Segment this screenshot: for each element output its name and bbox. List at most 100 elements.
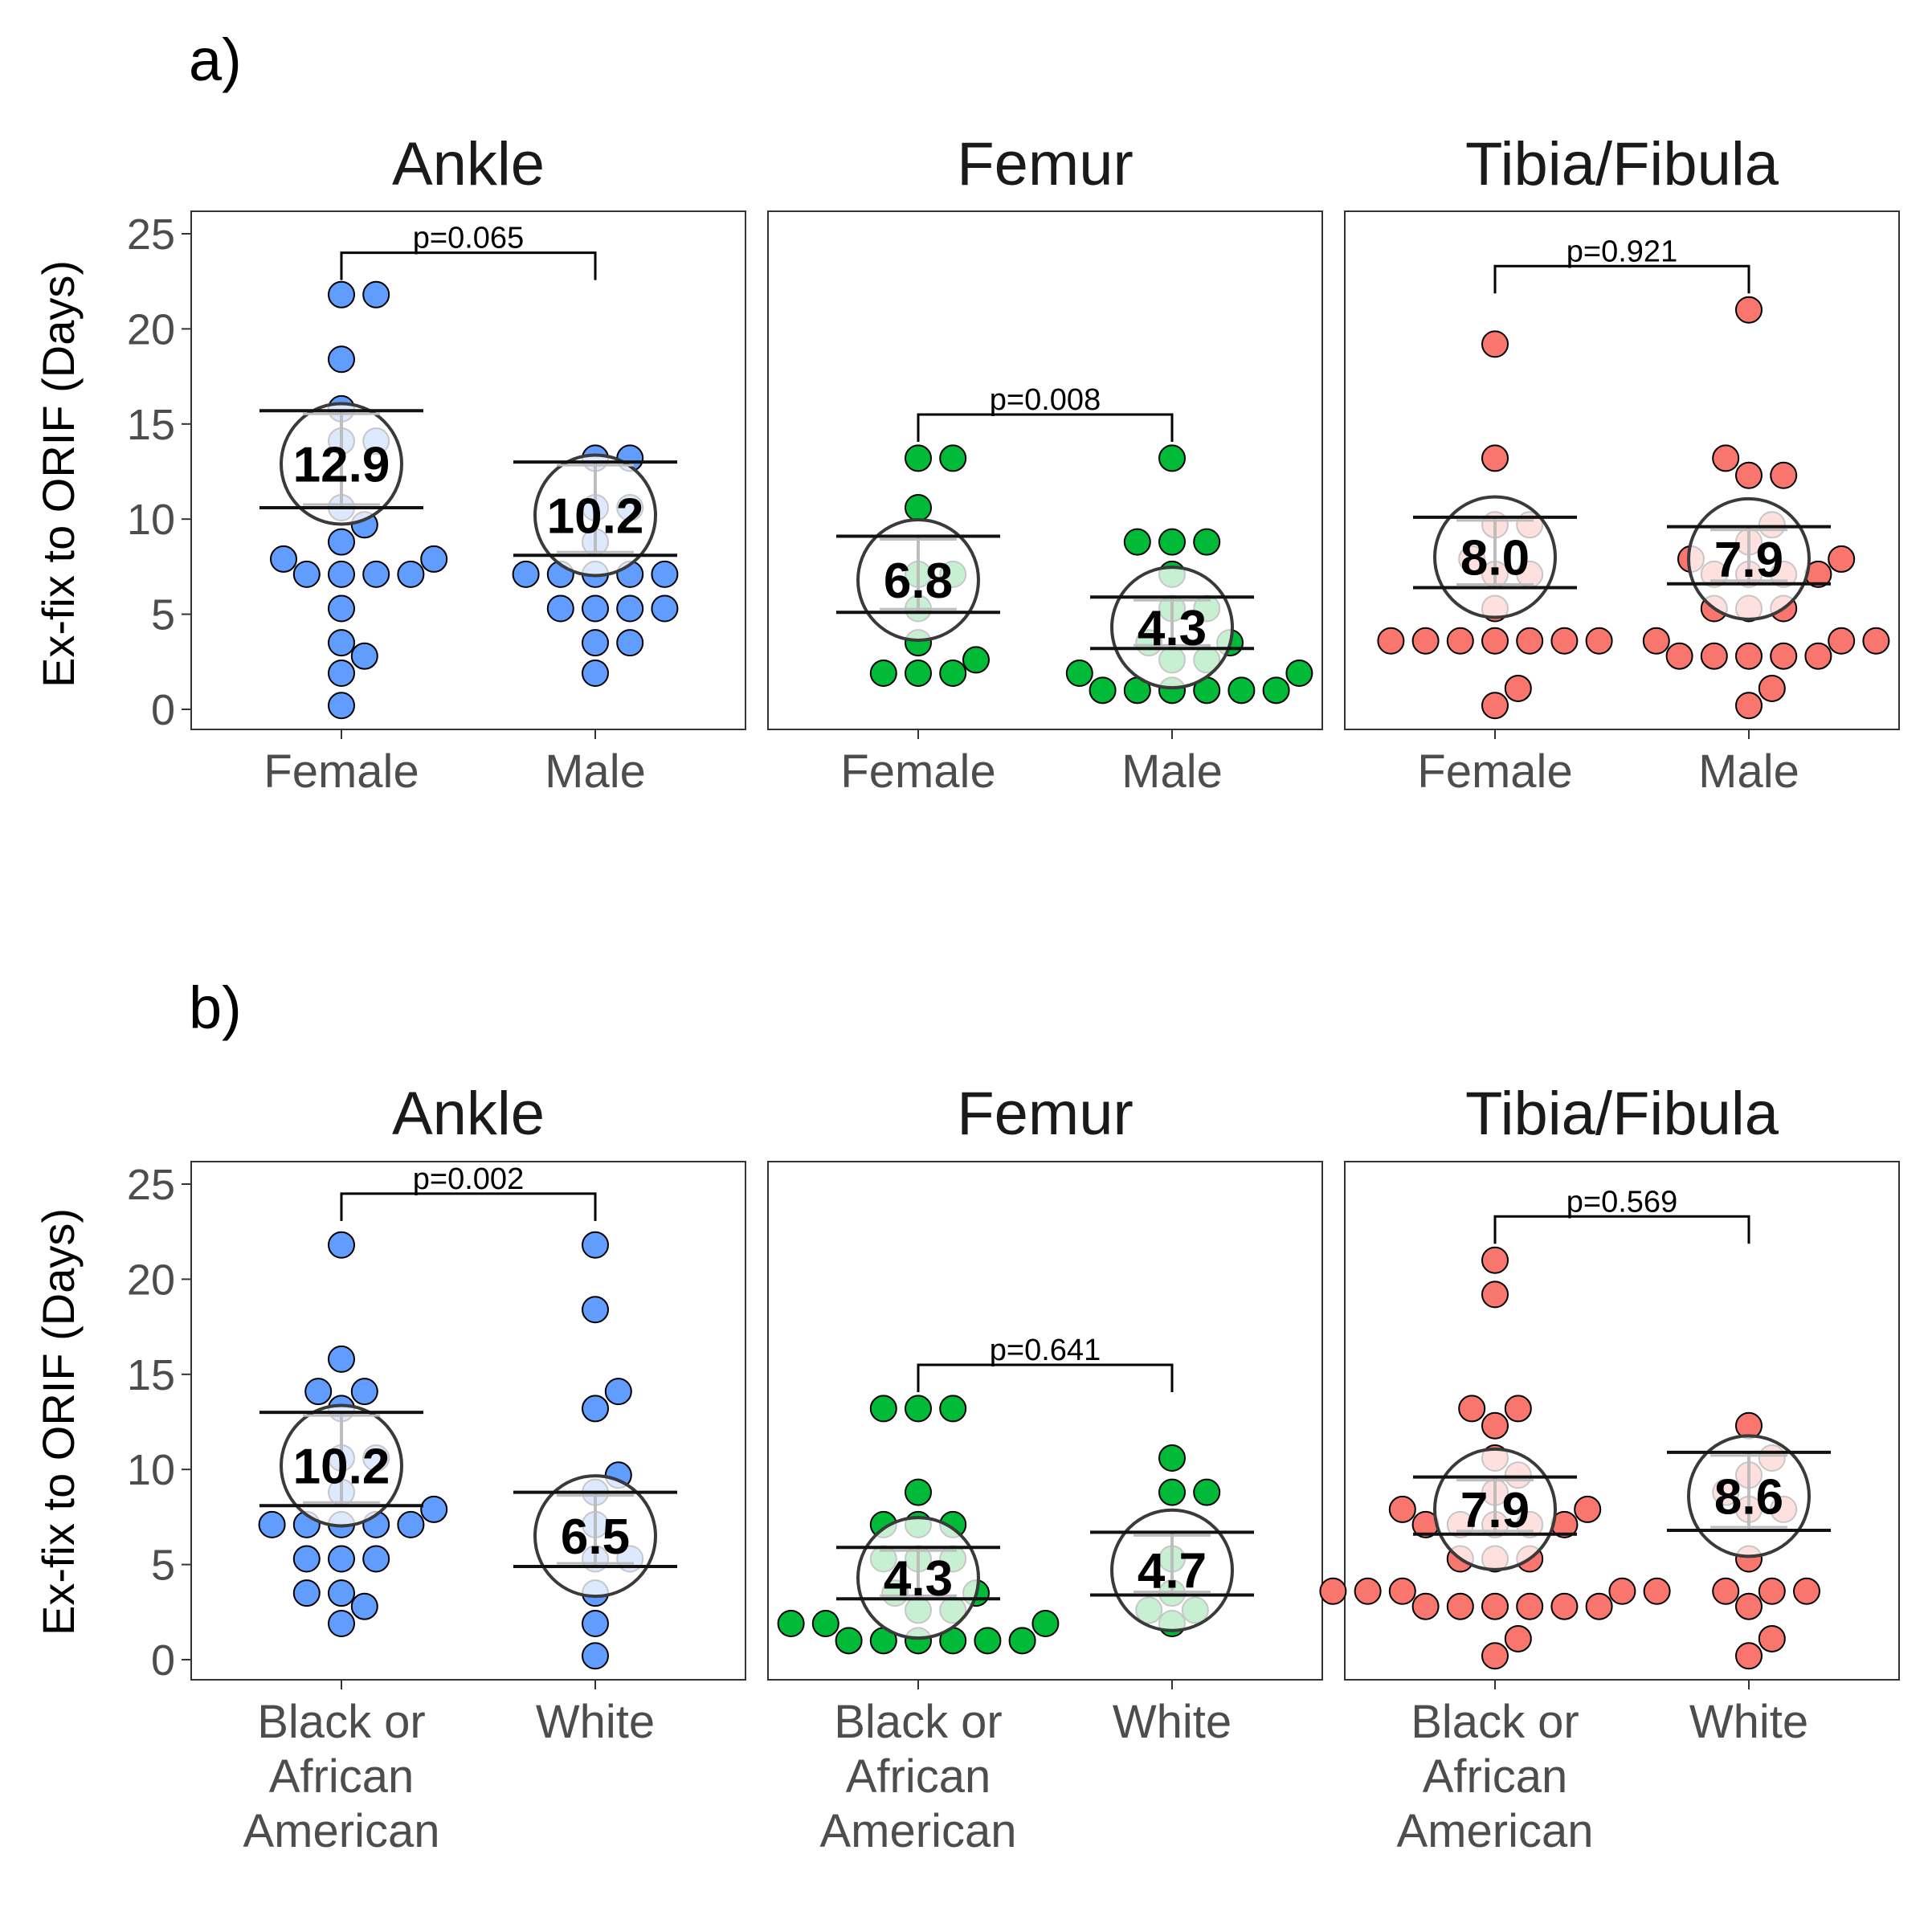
data-point — [350, 1592, 378, 1620]
data-point — [1550, 627, 1579, 655]
x-tick-label: Black or — [834, 1696, 1003, 1748]
data-point — [328, 1545, 355, 1573]
data-point — [1458, 1395, 1486, 1423]
data-point — [811, 1610, 839, 1638]
x-tick-label: White — [1113, 1696, 1232, 1748]
data-point — [869, 660, 897, 688]
x-tick-label: Male — [545, 745, 646, 798]
data-point — [328, 280, 355, 308]
data-point — [962, 646, 990, 674]
data-point — [777, 1610, 805, 1638]
data-point — [1504, 1395, 1532, 1423]
y-tick-label: 5 — [151, 1542, 175, 1590]
data-point — [328, 1610, 355, 1638]
x-tick-label: Female — [840, 745, 995, 798]
y-tick-label: 0 — [151, 1636, 175, 1685]
data-point — [1481, 692, 1509, 720]
data-point — [1481, 1281, 1509, 1309]
mean-label: 7.9 — [1714, 533, 1783, 588]
data-point — [939, 1395, 967, 1423]
data-point — [1031, 1610, 1060, 1638]
facet-title: Femur — [957, 1080, 1134, 1148]
data-point — [304, 1378, 333, 1406]
panel-frame — [190, 210, 746, 730]
data-point — [1158, 1478, 1186, 1506]
data-point — [397, 560, 425, 588]
data-point — [1804, 642, 1832, 670]
facet-title: Ankle — [392, 1080, 545, 1148]
data-point — [1193, 528, 1221, 556]
data-point — [1481, 1642, 1509, 1670]
x-tick-label: Female — [1417, 745, 1572, 798]
y-axis-label-a: Ex-fix to ORIF (Days) — [33, 260, 84, 688]
data-point — [350, 1378, 378, 1406]
data-point — [1735, 296, 1763, 324]
data-point — [582, 1642, 609, 1670]
data-point — [292, 560, 321, 588]
data-point — [1516, 1592, 1544, 1620]
data-point — [1643, 1577, 1671, 1605]
x-tick-label: Male — [1698, 745, 1799, 798]
panel-frame — [767, 210, 1323, 730]
data-point — [362, 560, 390, 588]
mean-label: 10.2 — [293, 1439, 390, 1494]
data-point — [1481, 627, 1509, 655]
y-tick-label: 15 — [127, 401, 175, 449]
x-tick-label: Black or — [257, 1696, 426, 1748]
data-point — [397, 1510, 425, 1538]
data-point — [1319, 1577, 1347, 1605]
data-point — [582, 1231, 609, 1259]
data-point — [869, 1395, 897, 1423]
data-point — [1388, 1577, 1416, 1605]
data-point — [1504, 1624, 1532, 1652]
data-point — [1585, 627, 1613, 655]
data-point — [1574, 1495, 1602, 1523]
data-point — [835, 1627, 863, 1655]
data-point — [350, 642, 378, 670]
mean-label: 6.8 — [884, 553, 953, 609]
data-point — [420, 545, 448, 573]
data-point — [1550, 1592, 1579, 1620]
data-point — [651, 560, 679, 588]
facet-title: Femur — [957, 130, 1134, 198]
significance-bracket — [1493, 1215, 1750, 1244]
x-tick-label: African — [269, 1750, 415, 1803]
data-point — [1388, 1495, 1416, 1523]
mean-label: 4.3 — [884, 1551, 953, 1607]
data-point — [1758, 1577, 1786, 1605]
data-point — [1516, 627, 1544, 655]
data-point — [1770, 642, 1798, 670]
data-point — [1735, 692, 1763, 720]
data-point — [1481, 444, 1509, 472]
data-point — [1481, 1592, 1509, 1620]
data-point — [582, 1610, 609, 1638]
data-point — [1735, 461, 1763, 489]
x-tick-label: American — [1397, 1805, 1594, 1857]
y-tick-label: 10 — [127, 1446, 175, 1494]
data-point — [1770, 461, 1798, 489]
data-point — [1828, 627, 1856, 655]
significance-bracket — [340, 251, 597, 280]
x-tick-label: Male — [1121, 745, 1223, 798]
data-point — [1193, 1478, 1221, 1506]
panel-a-tibia-fibula: Tibia/Fibula Female Male 8.0 7.9 p=0.921 — [1344, 130, 1900, 798]
points-group — [582, 1231, 644, 1670]
data-point — [292, 1579, 321, 1607]
panel-frame — [1344, 1161, 1900, 1681]
y-tick-label: 0 — [151, 686, 175, 734]
x-tick-label: Female — [263, 745, 419, 798]
x-tick-label: Black or — [1411, 1696, 1579, 1748]
data-point — [1008, 1627, 1036, 1655]
data-point — [616, 629, 644, 657]
data-point — [362, 280, 390, 308]
data-point — [1735, 1592, 1763, 1620]
x-tick-label: African — [1423, 1750, 1568, 1803]
mean-label: 4.3 — [1138, 601, 1207, 656]
data-point — [1446, 627, 1474, 655]
row-label-a: a) — [189, 27, 242, 93]
data-point — [420, 1495, 448, 1523]
data-point — [1862, 627, 1890, 655]
data-point — [974, 1627, 1002, 1655]
data-point — [1158, 1444, 1186, 1472]
